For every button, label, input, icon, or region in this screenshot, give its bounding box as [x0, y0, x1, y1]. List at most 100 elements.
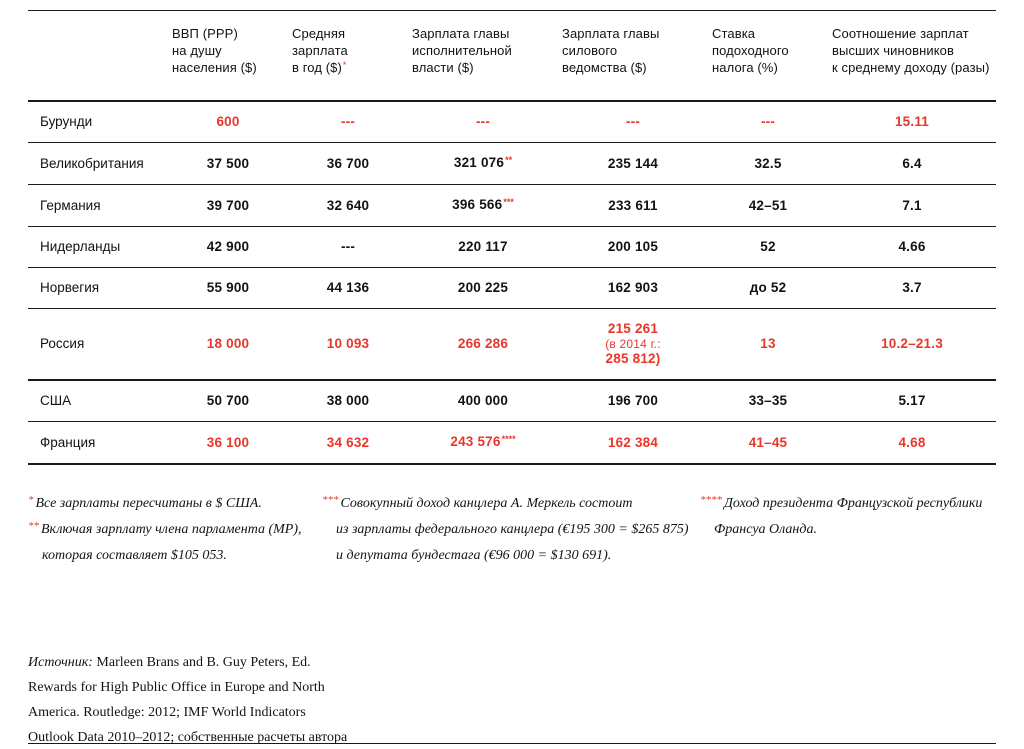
- value-cell: 37 500: [168, 142, 288, 185]
- value-cell: 400 000: [408, 380, 558, 422]
- value-cell: 44 136: [288, 267, 408, 309]
- country-cell: Норвегия: [28, 267, 168, 309]
- country-cell: Великобритания: [28, 142, 168, 185]
- value-text: 4.66: [898, 239, 926, 254]
- value-text: 18 000: [206, 336, 250, 351]
- header-line: силового: [562, 43, 618, 58]
- value-text: 33–35: [748, 393, 788, 408]
- header-line: Ставка: [712, 26, 756, 41]
- value-cell: 600: [168, 101, 288, 143]
- table-row: Германия 39 700 32 640 396 566*** 233 611 42–…: [28, 184, 996, 227]
- value-text: 600: [216, 114, 240, 129]
- value-cell: 39 700: [168, 184, 288, 227]
- header-line: исполнительной: [412, 43, 512, 58]
- value-text: 400 000: [457, 393, 509, 408]
- value-cell: 32 640: [288, 184, 408, 227]
- value-text: 162 384: [607, 434, 659, 450]
- value-cell: 4.66: [828, 226, 996, 268]
- value-cell: ---: [708, 101, 828, 143]
- value-line: (в 2014 г.:: [605, 337, 661, 351]
- value-cell: ---: [288, 101, 408, 143]
- footnote-marker: ****: [700, 494, 722, 506]
- value-text: 52: [760, 239, 776, 254]
- footnote-column-2: *** Совокупный доход канцлера А. Меркель …: [322, 491, 700, 569]
- footnote-column-1: * Все зарплаты пересчитаны в $ США. ** Вклю…: [28, 491, 322, 569]
- value-cell: 34 632: [288, 421, 408, 465]
- value-cell: 32.5: [708, 142, 828, 185]
- value-cell: ---: [408, 101, 558, 143]
- value-cell: 162 384: [558, 421, 708, 465]
- value-text: 7.1: [902, 197, 922, 213]
- footnote-text: которая составляет $105 053.: [42, 548, 227, 563]
- country-cell: Франция: [28, 421, 168, 465]
- header-line: на душу: [172, 43, 222, 58]
- footnote-marker: ***: [503, 197, 514, 207]
- value-text: 10.2–21.3: [881, 336, 943, 351]
- footnotes: * Все зарплаты пересчитаны в $ США. ** Вклю…: [28, 491, 996, 569]
- value-text: 36 700: [326, 155, 370, 171]
- source-line: Источник: Marleen Brans and B. Guy Peter…: [28, 650, 347, 675]
- value-text: 42 900: [206, 239, 250, 254]
- value-cell: 233 611: [558, 184, 708, 227]
- value-cell: ---: [288, 226, 408, 268]
- footnote-text: Франсуа Оланда.: [714, 522, 817, 537]
- country-cell: Нидерланды: [28, 226, 168, 268]
- footnote-text: из зарплаты федерального канцлера (€195 …: [336, 522, 689, 537]
- value-text: ---: [340, 114, 356, 129]
- footnote-text: Доход президента Французской республики: [724, 496, 983, 511]
- value-cell: 38 000: [288, 380, 408, 422]
- column-header: ВВП (PPP) на душу населения ($): [168, 10, 288, 102]
- footnote: ** Включая зарплату члена парламента (MP)…: [28, 517, 322, 569]
- header-line: налога (%): [712, 60, 778, 75]
- value-cell: 200 105: [558, 226, 708, 268]
- value-text: 321 076: [453, 155, 505, 170]
- footnote-text: и депутата бундестага (€96 000 = $130 69…: [336, 548, 612, 563]
- value-text: 55 900: [206, 280, 250, 295]
- value-cell: 10.2–21.3: [828, 308, 996, 381]
- value-cell: 42 900: [168, 226, 288, 268]
- footnote-column-3: **** Доход президента Французской республ…: [700, 491, 996, 569]
- value-text: 235 144: [607, 155, 659, 171]
- header-line: Соотношение зарплат: [832, 26, 969, 41]
- header-line: высших чиновников: [832, 43, 955, 58]
- value-cell: 50 700: [168, 380, 288, 422]
- value-cell: 36 700: [288, 142, 408, 185]
- value-text: 38 000: [326, 393, 370, 408]
- value-cell: 3.7: [828, 267, 996, 309]
- country-cell: Бурунди: [28, 101, 168, 143]
- value-cell: 266 286: [408, 308, 558, 381]
- footnote: *** Совокупный доход канцлера А. Меркель …: [322, 491, 700, 569]
- country-cell: Россия: [28, 308, 168, 381]
- value-cell: 235 144: [558, 142, 708, 185]
- value-cell: до 52: [708, 267, 828, 309]
- footnote-marker: ****: [501, 434, 516, 444]
- value-text: 6.4: [902, 155, 922, 171]
- value-cell: 42–51: [708, 184, 828, 227]
- source-text: Marleen Brans and B. Guy Peters, Ed.: [92, 655, 311, 670]
- value-line: 285 812): [605, 351, 661, 366]
- country-cell: США: [28, 380, 168, 422]
- value-cell: 396 566***: [408, 184, 558, 227]
- column-header: Зарплата главы силового ведомства ($): [558, 10, 708, 102]
- value-cell: 55 900: [168, 267, 288, 309]
- value-cell: 6.4: [828, 142, 996, 185]
- value-line: 215 261: [607, 321, 659, 336]
- value-text: 5.17: [898, 393, 926, 408]
- value-text: 233 611: [608, 197, 658, 213]
- value-cell: 15.11: [828, 101, 996, 143]
- table-row: Бурунди 600 --- --- --- --- 15.11: [28, 101, 996, 143]
- value-text: 50 700: [206, 393, 250, 408]
- table-area: ВВП (PPP) на душу населения ($) Средняя зарп…: [28, 10, 996, 569]
- value-text: ---: [625, 114, 641, 129]
- table-row: Нидерланды 42 900 --- 220 117 200 105 52 4.66: [28, 226, 996, 268]
- value-text: 200 105: [607, 239, 659, 254]
- value-text: 200 225: [457, 280, 509, 295]
- header-row: ВВП (PPP) на душу населения ($) Средняя зарп…: [28, 10, 996, 102]
- value-text: 41–45: [748, 434, 788, 450]
- value-text: 243 576: [450, 434, 501, 449]
- header-line: населения ($): [172, 60, 257, 75]
- value-text: 32.5: [754, 155, 782, 171]
- value-text: 39 700: [206, 197, 250, 213]
- header-line: Зарплата главы: [562, 26, 660, 41]
